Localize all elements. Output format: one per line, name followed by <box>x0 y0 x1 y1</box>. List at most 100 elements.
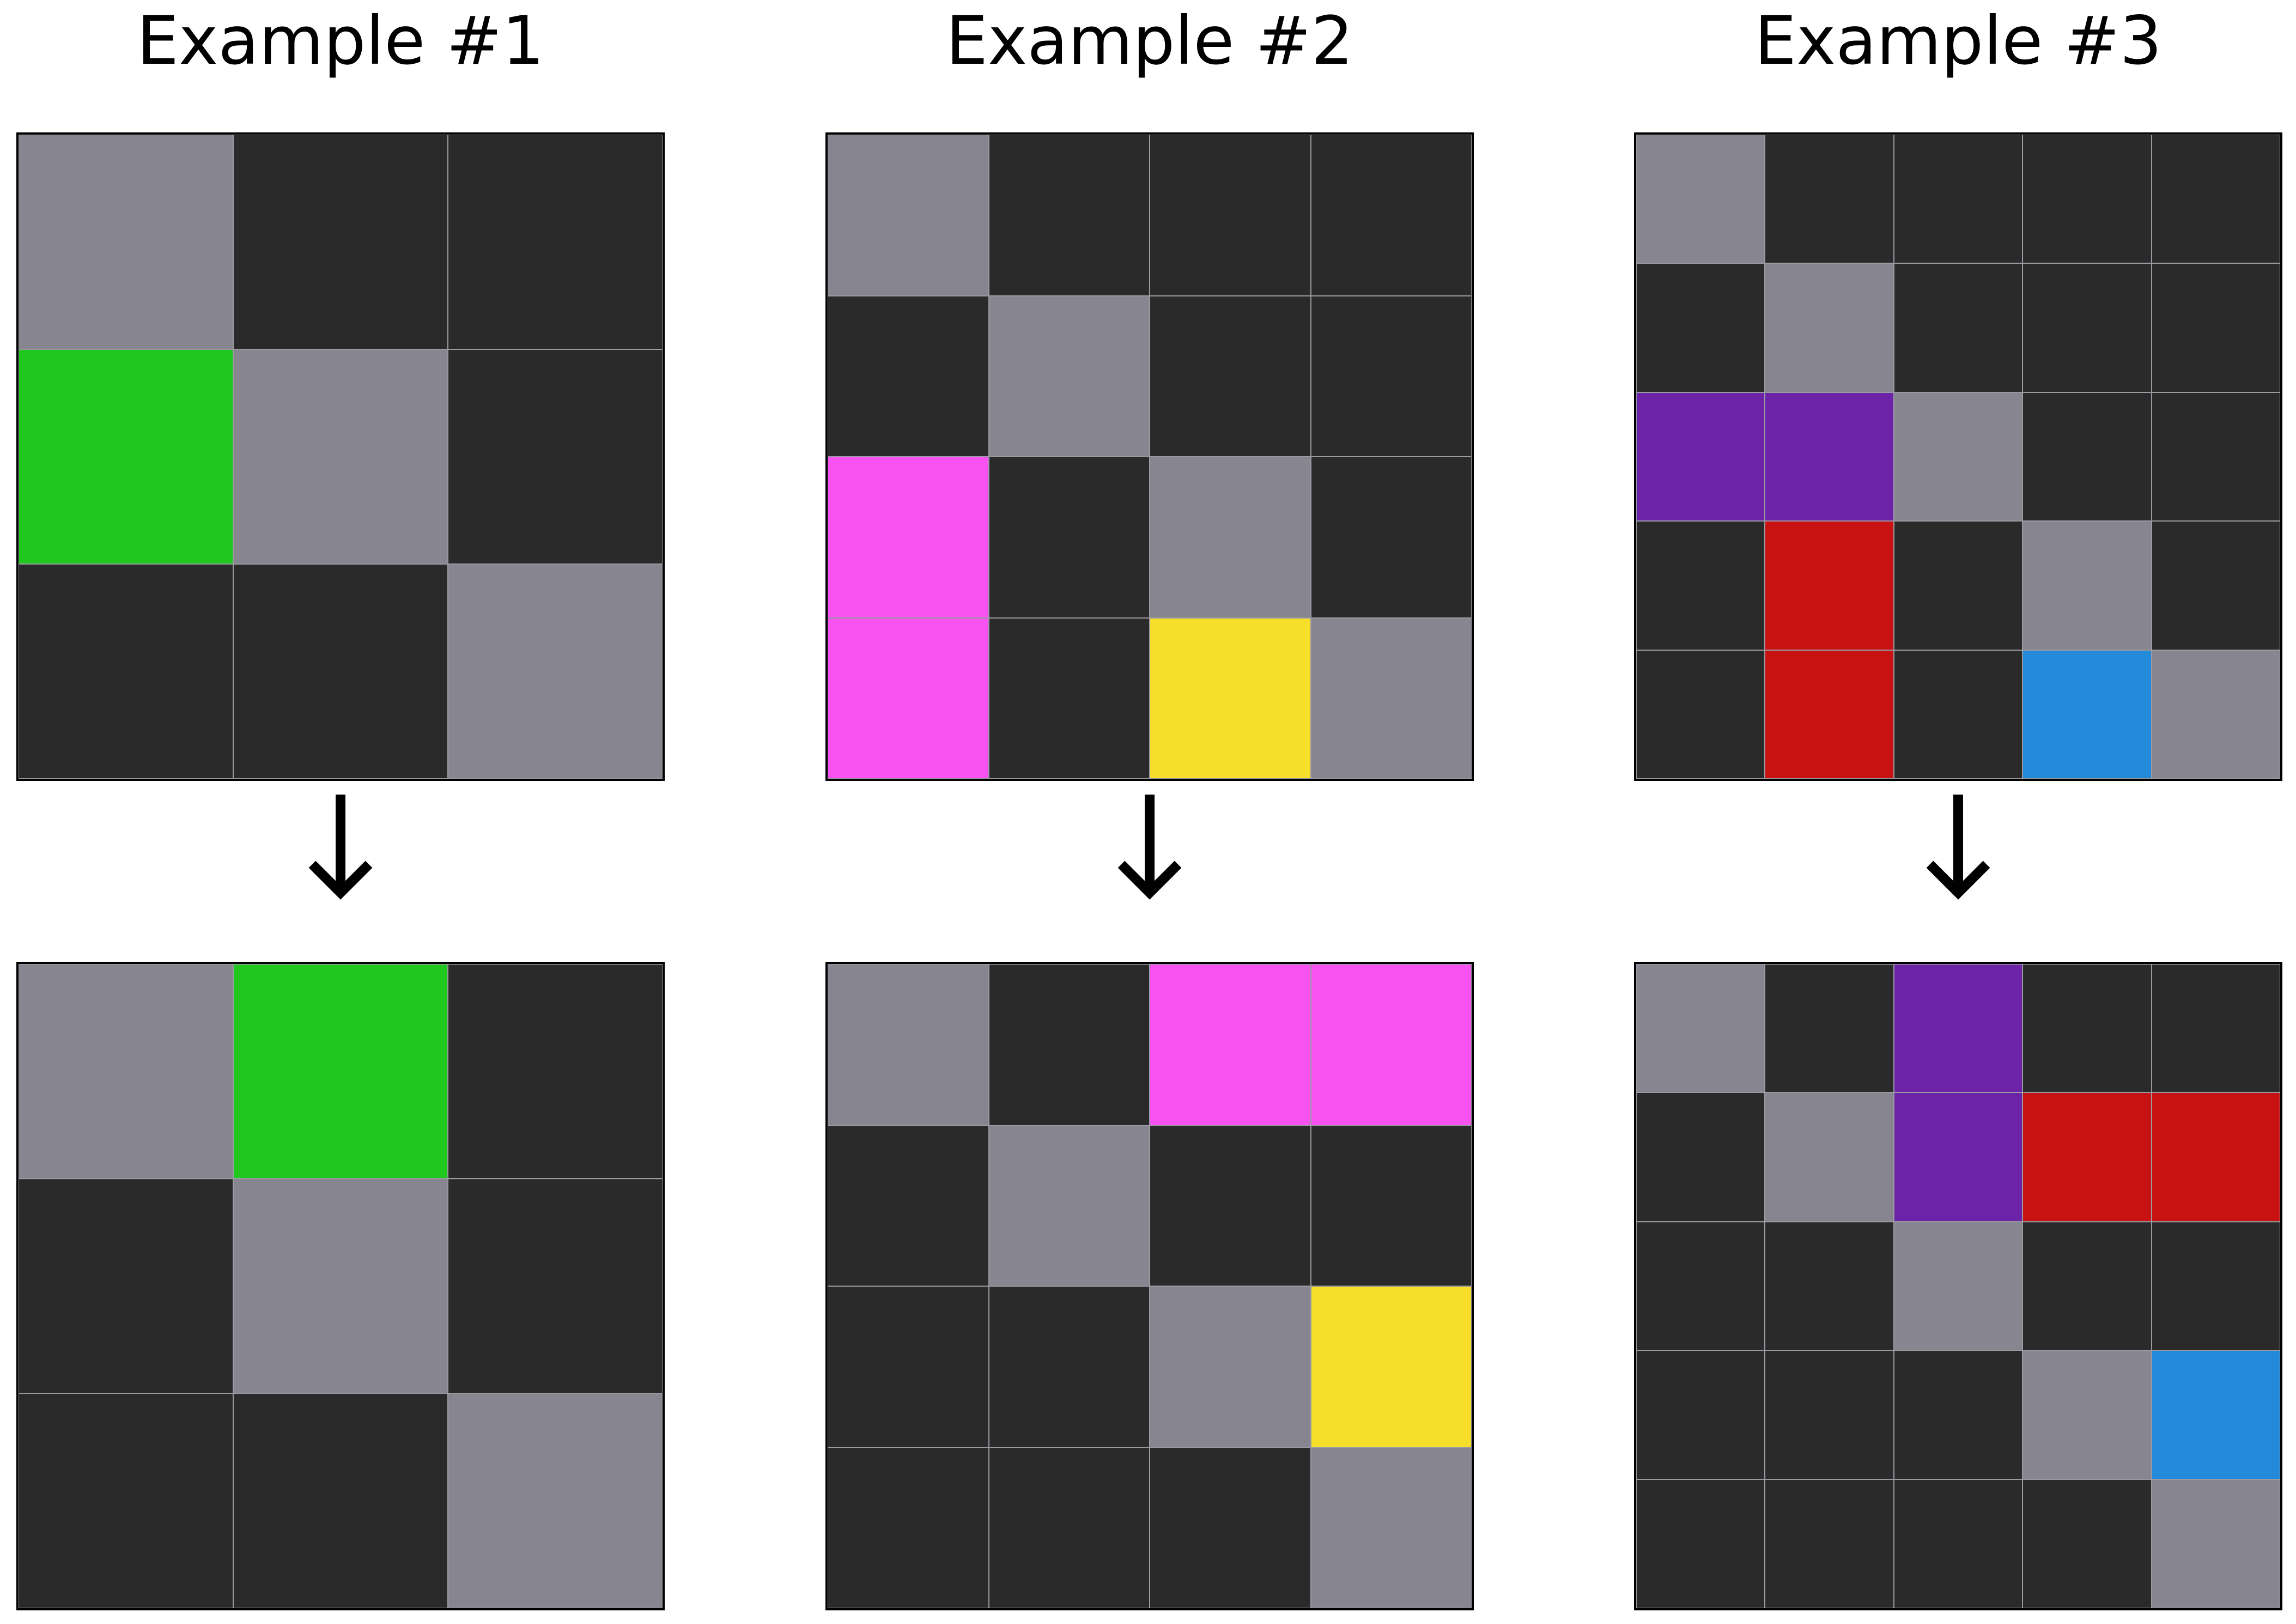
grid-cell <box>2151 650 2280 779</box>
grid-cell <box>988 1125 1150 1286</box>
grid-cell <box>1765 263 1894 392</box>
grid-cell <box>19 964 233 1179</box>
grid-cell <box>233 349 448 564</box>
down-arrow-icon <box>825 795 1474 904</box>
grid-cell <box>2151 1350 2280 1480</box>
grid-cell <box>1893 964 2023 1093</box>
grid-cell <box>1150 1125 1311 1286</box>
grid-cell <box>1765 1093 1894 1222</box>
down-arrow-icon <box>16 795 665 904</box>
grid-cell <box>448 1179 663 1393</box>
grid-cell <box>988 1447 1150 1608</box>
grid-cell <box>2022 521 2152 650</box>
grid-cell <box>1150 1447 1311 1608</box>
grid-cell <box>448 135 663 349</box>
example-1-output-grid <box>16 962 665 1610</box>
grid-cell <box>1893 263 2023 392</box>
grid-cell <box>448 1393 663 1608</box>
grid-cell <box>19 564 233 779</box>
grid-cell <box>448 964 663 1179</box>
grid-cell <box>1893 1221 2023 1351</box>
grid-cell <box>1310 135 1472 296</box>
grid-cell <box>2022 964 2152 1093</box>
grid-cell <box>2022 1350 2152 1480</box>
grid-cell <box>233 1393 448 1608</box>
grid-cell <box>1893 1350 2023 1480</box>
grid-cell <box>1150 135 1311 296</box>
grid-cell <box>1150 617 1311 779</box>
grid-cell <box>828 617 989 779</box>
grid-cell <box>2151 521 2280 650</box>
grid-cell <box>2151 1093 2280 1222</box>
grid-cell <box>1150 457 1311 618</box>
example-2-title: Example #2 <box>946 2 1353 80</box>
grid-cell <box>2022 1093 2152 1222</box>
grid-cell <box>2151 1221 2280 1351</box>
grid-cell <box>2022 1479 2152 1608</box>
example-3-input-grid <box>1634 132 2282 781</box>
grid-cell <box>2151 1479 2280 1608</box>
grid-cell <box>2151 392 2280 522</box>
grid-cell <box>2022 135 2152 264</box>
grid-cell <box>448 349 663 564</box>
grid-cell <box>1765 964 1894 1093</box>
example-2-output-grid <box>825 962 1474 1610</box>
grid-cell <box>1310 457 1472 618</box>
example-3-output-grid <box>1634 962 2282 1610</box>
grid-cell <box>1310 617 1472 779</box>
grid-cell <box>233 135 448 349</box>
grid-cell <box>1310 1447 1472 1608</box>
grid-cell <box>1310 295 1472 457</box>
grid-cell <box>1893 1479 2023 1608</box>
grid-cell <box>19 349 233 564</box>
grid-cell <box>1150 295 1311 457</box>
grid-cell <box>1310 1286 1472 1447</box>
grid-cell <box>2151 135 2280 264</box>
grid-cell <box>988 617 1150 779</box>
grid-cell <box>1310 1125 1472 1286</box>
grid-cell <box>988 1286 1150 1447</box>
grid-cell <box>828 457 989 618</box>
grid-cell <box>1636 135 1765 264</box>
grid-cell <box>19 135 233 349</box>
grid-cell <box>1893 521 2023 650</box>
grid-cell <box>2022 650 2152 779</box>
grid-cell <box>828 135 989 296</box>
grid-cell <box>19 1179 233 1393</box>
grid-cell <box>2022 263 2152 392</box>
grid-cell <box>1765 392 1894 522</box>
grid-cell <box>1765 135 1894 264</box>
grid-cell <box>448 564 663 779</box>
grid-cell <box>1636 1221 1765 1351</box>
grid-cell <box>2151 964 2280 1093</box>
grid-cell <box>1636 263 1765 392</box>
grid-cell <box>1765 650 1894 779</box>
grid-cell <box>828 295 989 457</box>
grid-cell <box>2022 392 2152 522</box>
grid-cell <box>1893 650 2023 779</box>
example-3-title: Example #3 <box>1754 2 2162 80</box>
grid-cell <box>1150 1286 1311 1447</box>
grid-cell <box>828 1125 989 1286</box>
grid-cell <box>2022 1221 2152 1351</box>
grid-cell <box>233 1179 448 1393</box>
grid-cell <box>1765 521 1894 650</box>
grid-cell <box>1636 392 1765 522</box>
example-1-input-grid <box>16 132 665 781</box>
grid-cell <box>1636 650 1765 779</box>
grid-cell <box>988 964 1150 1125</box>
grid-cell <box>1765 1479 1894 1608</box>
grid-cell <box>988 457 1150 618</box>
grid-cell <box>1636 521 1765 650</box>
grid-cell <box>1893 1093 2023 1222</box>
grid-cell <box>988 295 1150 457</box>
grid-cell <box>233 564 448 779</box>
grid-cell <box>828 1286 989 1447</box>
grid-cell <box>828 964 989 1125</box>
grid-cell <box>233 964 448 1179</box>
grid-cell <box>1636 964 1765 1093</box>
grid-cell <box>1765 1350 1894 1480</box>
grid-cell <box>1150 964 1311 1125</box>
grid-cell <box>1893 135 2023 264</box>
grid-cell <box>1310 964 1472 1125</box>
